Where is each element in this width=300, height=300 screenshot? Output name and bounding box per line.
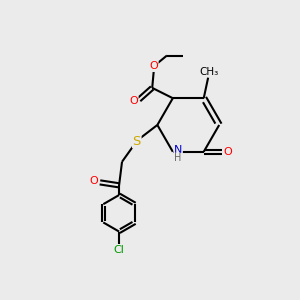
- Text: CH₃: CH₃: [199, 67, 218, 77]
- Text: S: S: [133, 135, 141, 148]
- Text: Cl: Cl: [114, 245, 124, 255]
- Text: N: N: [174, 145, 182, 155]
- Text: O: O: [129, 96, 138, 106]
- Text: O: O: [224, 147, 232, 157]
- Text: O: O: [149, 61, 158, 71]
- Text: O: O: [90, 176, 98, 186]
- Text: H: H: [174, 153, 182, 163]
